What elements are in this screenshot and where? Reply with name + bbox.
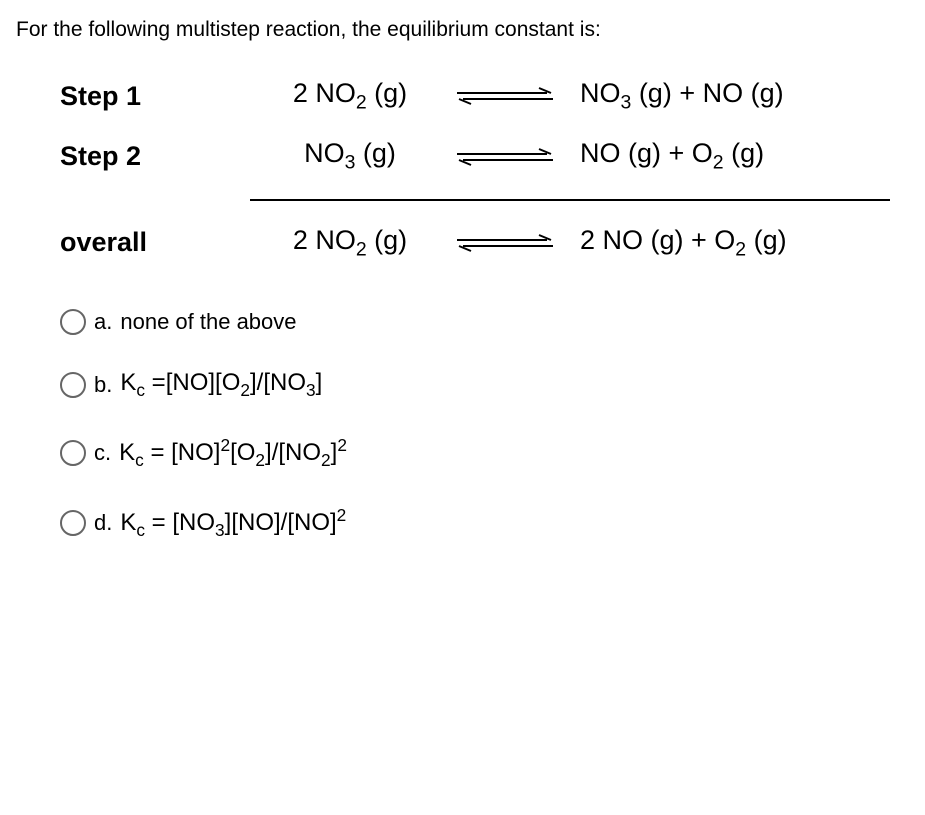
answer-options: a. none of the above b. Kc =[NO][O2]/[NO…: [60, 309, 909, 540]
option-d[interactable]: d. Kc = [NO3][NO]/[NO]2: [60, 505, 909, 541]
option-b-text: Kc =[NO][O2]/[NO3]: [120, 369, 322, 401]
equation-table: Step 1 2 NO2 (g) NO3 (g) + NO (g) Step 2…: [60, 78, 909, 261]
step1-label: Step 1: [60, 81, 250, 112]
equation-divider: [250, 199, 909, 201]
step2-row: Step 2 NO3 (g) NO (g) + O2 (g): [60, 138, 909, 174]
overall-label: overall: [60, 227, 250, 258]
option-c[interactable]: c. Kc = [NO]2[O2]/[NO2]2: [60, 435, 909, 471]
step1-rhs: NO3 (g) + NO (g): [560, 78, 784, 114]
step2-rhs: NO (g) + O2 (g): [560, 138, 764, 174]
overall-row: overall 2 NO2 (g) 2 NO (g) + O2 (g): [60, 225, 909, 261]
option-a-text: none of the above: [120, 309, 296, 335]
option-d-text: Kc = [NO3][NO]/[NO]2: [120, 505, 346, 541]
radio-icon[interactable]: [60, 309, 86, 335]
question-prompt: For the following multistep reaction, th…: [16, 18, 909, 42]
equilibrium-arrow-icon: [450, 234, 560, 252]
step1-row: Step 1 2 NO2 (g) NO3 (g) + NO (g): [60, 78, 909, 114]
overall-rhs: 2 NO (g) + O2 (g): [560, 225, 787, 261]
step2-label: Step 2: [60, 141, 250, 172]
equilibrium-arrow-icon: [450, 87, 560, 105]
radio-icon[interactable]: [60, 440, 86, 466]
option-c-letter: c.: [94, 440, 111, 466]
radio-icon[interactable]: [60, 510, 86, 536]
overall-lhs: 2 NO2 (g): [250, 225, 450, 261]
option-d-letter: d.: [94, 510, 112, 536]
option-b-letter: b.: [94, 372, 112, 398]
step1-lhs: 2 NO2 (g): [250, 78, 450, 114]
radio-icon[interactable]: [60, 372, 86, 398]
option-c-text: Kc = [NO]2[O2]/[NO2]2: [119, 435, 347, 471]
equilibrium-arrow-icon: [450, 148, 560, 166]
option-b[interactable]: b. Kc =[NO][O2]/[NO3]: [60, 369, 909, 401]
option-a-letter: a.: [94, 309, 112, 335]
option-a[interactable]: a. none of the above: [60, 309, 909, 335]
step2-lhs: NO3 (g): [250, 138, 450, 174]
